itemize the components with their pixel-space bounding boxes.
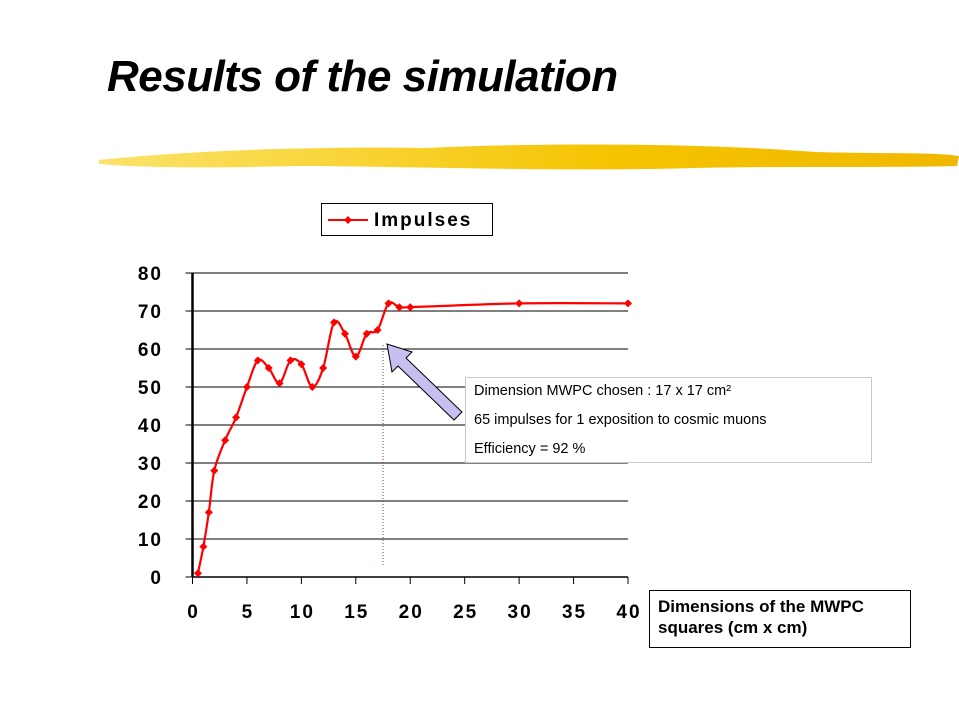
data-point	[275, 379, 284, 388]
x-tick-label: 25	[453, 602, 478, 623]
y-tick-label: 60	[138, 340, 163, 361]
legend-label: Impulses	[374, 210, 473, 231]
x-tick-label: 0	[187, 602, 200, 623]
legend-marker-icon	[328, 216, 368, 224]
x-tick-label: 30	[508, 602, 533, 623]
data-point	[319, 364, 328, 372]
data-point	[232, 413, 241, 422]
data-point	[362, 329, 371, 338]
data-point	[221, 436, 230, 445]
annotation-box: Dimension MWPC chosen : 17 x 17 cm² 65 i…	[465, 377, 872, 463]
data-point	[515, 299, 524, 308]
chart-legend: Impulses	[321, 203, 493, 236]
x-tick-label: 5	[242, 602, 255, 623]
x-tick-label: 10	[290, 602, 315, 623]
data-point	[395, 303, 404, 312]
x-tick-label: 40	[616, 602, 641, 623]
data-point	[204, 508, 213, 517]
slide-title: Results of the simulation	[107, 52, 618, 101]
data-point	[193, 569, 202, 578]
data-point	[624, 299, 632, 308]
data-point	[242, 383, 251, 391]
y-tick-label: 10	[138, 530, 163, 551]
data-point	[210, 466, 219, 475]
data-point	[253, 356, 262, 365]
data-point	[264, 364, 273, 372]
data-point	[406, 303, 415, 312]
y-tick-label: 20	[138, 492, 163, 513]
data-point	[351, 352, 360, 361]
data-point	[330, 318, 339, 327]
y-tick-label: 80	[138, 264, 163, 285]
data-point	[373, 326, 382, 334]
data-point	[384, 299, 393, 308]
data-point	[286, 356, 295, 365]
data-point	[308, 383, 317, 391]
y-tick-label: 30	[138, 454, 163, 475]
x-tick-label: 15	[344, 602, 369, 623]
x-tick-label: 35	[562, 602, 587, 623]
data-point	[297, 360, 306, 369]
data-point	[340, 329, 349, 338]
y-tick-label: 40	[138, 416, 163, 437]
x-tick-label: 20	[399, 602, 424, 623]
y-tick-label: 50	[138, 378, 163, 399]
decorative-brush-stroke	[99, 144, 959, 170]
y-tick-label: 0	[150, 568, 163, 589]
annotation-line: 65 impulses for 1 exposition to cosmic m…	[474, 412, 767, 428]
x-axis-label: Dimensions of the MWPC squares (cm x cm)	[649, 590, 911, 648]
annotation-line: Efficiency = 92 %	[474, 441, 586, 457]
data-point	[199, 542, 208, 551]
annotation-arrow	[386, 343, 463, 421]
y-tick-label: 70	[138, 302, 163, 323]
annotation-line: Dimension MWPC chosen : 17 x 17 cm²	[474, 383, 732, 399]
